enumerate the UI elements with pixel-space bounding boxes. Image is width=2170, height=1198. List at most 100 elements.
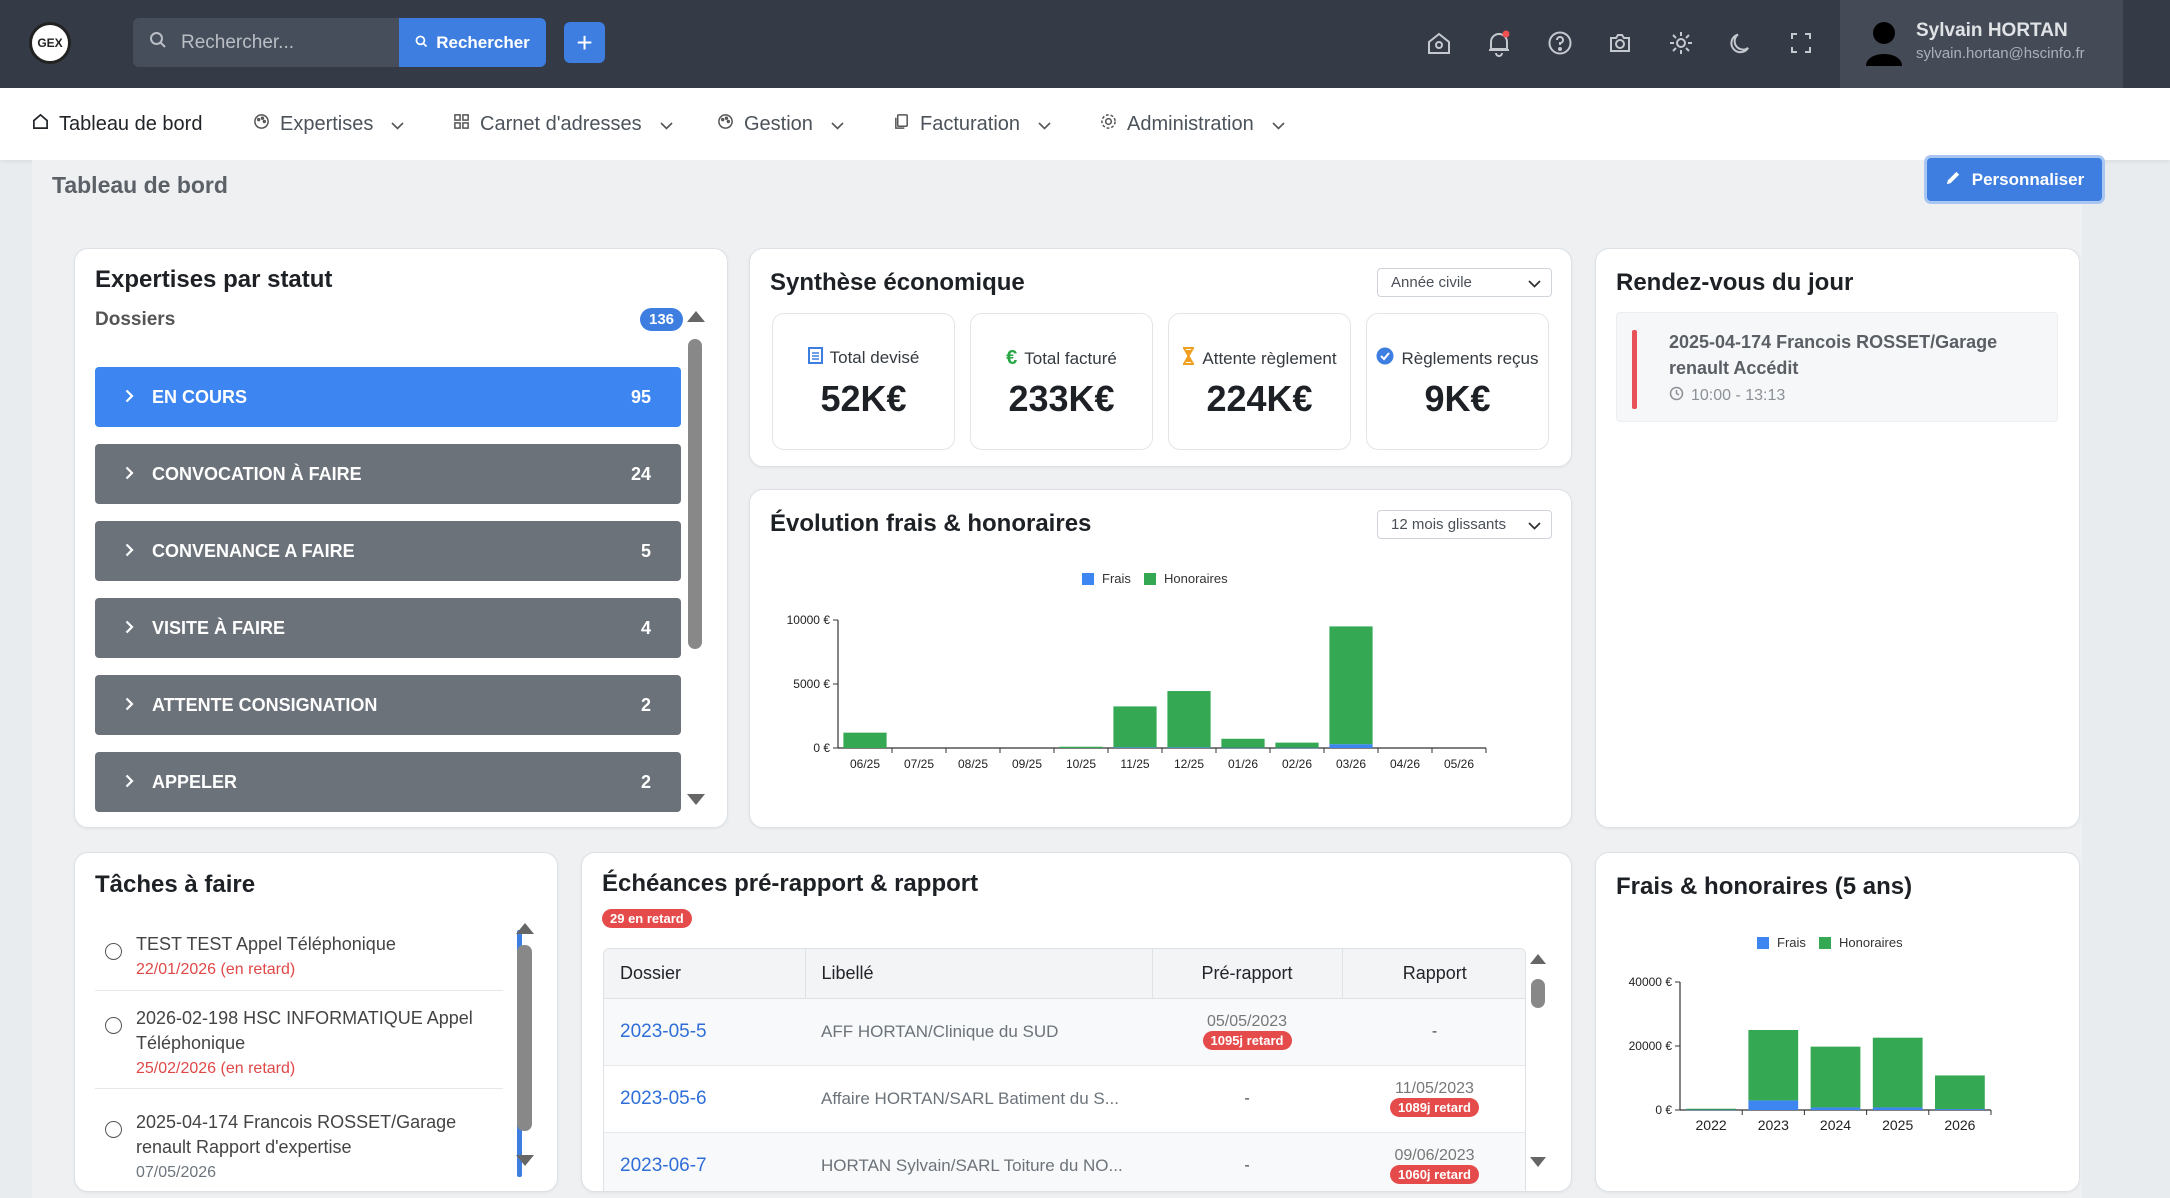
task-date: 07/05/2026 [136, 1164, 217, 1181]
dossier-link[interactable]: 2023-05-6 [620, 1087, 707, 1109]
scroll-up-icon[interactable] [687, 311, 705, 322]
x-tick-label: 12/25 [1174, 757, 1204, 771]
bar-honoraires [1872, 1037, 1923, 1108]
col-header[interactable]: Dossier [604, 949, 806, 998]
task-checkbox[interactable] [105, 1121, 122, 1138]
dossier-link[interactable]: 2023-05-5 [620, 1020, 707, 1042]
rdv-time-row: 10:00 - 13:13 [1669, 386, 1785, 406]
task-title: TEST TEST Appel Téléphonique [136, 934, 396, 954]
search-button-label: Rechercher [436, 32, 530, 52]
nav-tableau-de-bord[interactable]: Tableau de bord [32, 88, 202, 160]
taches-card: Tâches à faire TEST TEST Appel Téléphoni… [74, 852, 558, 1192]
nav-label: Facturation [920, 112, 1021, 135]
fullscreen-icon[interactable] [1782, 24, 1820, 62]
search-input[interactable] [181, 31, 391, 54]
help-icon[interactable] [1541, 24, 1579, 62]
scroll-up-icon[interactable] [516, 923, 534, 934]
chevron-down-icon [391, 113, 404, 136]
nav-facturation[interactable]: Facturation [893, 88, 1051, 160]
pre-date: - [1244, 1156, 1250, 1174]
task-item[interactable]: 2025-04-174 Francois ROSSET/Garage renau… [95, 1105, 522, 1185]
scroll-up-icon[interactable] [1530, 954, 1546, 964]
gear-icon [1100, 113, 1117, 136]
scroll-down-icon[interactable] [687, 794, 705, 805]
kpi-label: Total devisé [829, 348, 920, 367]
rdv-marker [1632, 330, 1637, 409]
search-button[interactable]: Rechercher [399, 18, 546, 67]
rap-badge: 1060j retard [1390, 1165, 1479, 1185]
evolution-chart: Frais Honoraires 10000 € 5000 € 0 € 06/25 07/2… [787, 571, 1487, 771]
kpi-value: 9K€ [1424, 378, 1491, 419]
task-item[interactable]: TEST TEST Appel Téléphonique 22/01/2026 (… [95, 927, 522, 991]
col-header[interactable]: Pré-rapport [1152, 949, 1343, 998]
pre-date: - [1244, 1089, 1250, 1107]
status-row-convenance[interactable]: CONVENANCE A FAIRE 5 [95, 521, 681, 581]
task-date: 22/01/2026 (en retard) [136, 961, 296, 978]
x-tick-label: 02/26 [1282, 757, 1312, 771]
bar-honoraires [1113, 706, 1157, 748]
rap-date: 11/05/2023 [1395, 1080, 1474, 1097]
bar-honoraires [1059, 746, 1103, 748]
app-logo[interactable]: GEX [29, 22, 71, 64]
status-row-en-cours[interactable]: EN COURS 95 [95, 367, 681, 427]
status-row-visite[interactable]: VISITE À FAIRE 4 [95, 598, 681, 658]
period-select[interactable]: Année civile [1377, 268, 1552, 297]
camera-icon[interactable] [1601, 24, 1639, 62]
copy-icon [893, 113, 910, 136]
table-row[interactable]: 2023-05-6 Affaire HORTAN/SARL Batiment d… [604, 1065, 1525, 1132]
bar-frais [1872, 1107, 1923, 1110]
nav-gestion[interactable]: Gestion [717, 88, 844, 160]
customize-button[interactable]: Personnaliser [1927, 158, 2102, 201]
kpi-total-facture: € Total facturé 233K€ [970, 313, 1153, 450]
task-checkbox[interactable] [105, 943, 122, 960]
user-email: sylvain.hortan@hscinfo.fr [1916, 45, 2085, 62]
user-menu[interactable]: Sylvain HORTAN sylvain.hortan@hscinfo.fr [1840, 0, 2123, 88]
legend-label: Honoraires [1164, 571, 1228, 586]
document-icon [807, 347, 823, 369]
legend-label: Frais [1777, 935, 1806, 950]
nav-expertises[interactable]: Expertises [253, 88, 404, 160]
card-title: Échéances pré-rapport & rapport [602, 870, 979, 897]
status-label: CONVOCATION À FAIRE [152, 463, 362, 484]
libelle-cell: HORTAN Sylvain/SARL Toiture du NO... [821, 1155, 1123, 1175]
status-row-appeler[interactable]: APPELER 2 [95, 752, 681, 812]
nav-carnet-adresses[interactable]: Carnet d'adresses [453, 88, 673, 160]
task-checkbox[interactable] [105, 1017, 122, 1034]
rap-badge: 1089j retard [1390, 1098, 1479, 1117]
col-header[interactable]: Libellé [805, 949, 1153, 998]
status-row-convocation[interactable]: CONVOCATION À FAIRE 24 [95, 444, 681, 504]
scrollbar-thumb[interactable] [1531, 979, 1545, 1008]
bar-honoraires [1935, 1075, 1985, 1110]
libelle-cell: Affaire HORTAN/SARL Batiment du S... [821, 1088, 1119, 1108]
y-tick-label: 40000 € [1629, 975, 1673, 989]
scroll-down-icon[interactable] [1530, 1157, 1546, 1167]
add-button[interactable]: + [564, 22, 605, 63]
chevron-right-icon [125, 464, 134, 485]
scroll-down-icon[interactable] [516, 1155, 534, 1166]
kpi-value: 224K€ [1206, 378, 1313, 419]
moon-icon[interactable] [1722, 24, 1760, 62]
legend-label: Honoraires [1839, 935, 1903, 950]
home-icon[interactable] [1420, 24, 1458, 62]
card-title: Évolution frais & honoraires [770, 510, 1092, 537]
x-tick-label: 07/25 [904, 757, 934, 771]
scrollbar-thumb[interactable] [517, 945, 532, 1131]
bell-icon[interactable] [1480, 24, 1518, 62]
logo-text: GEX [37, 36, 63, 50]
bar-honoraires [1275, 742, 1319, 748]
table-row[interactable]: 2023-05-5 AFF HORTAN/Clinique du SUD 05/… [604, 998, 1525, 1065]
nav-administration[interactable]: Administration [1100, 88, 1285, 160]
scrollbar-thumb[interactable] [688, 339, 702, 649]
col-header[interactable]: Rapport [1402, 962, 1467, 983]
page-title: Tableau de bord [52, 172, 228, 198]
status-label: APPELER [152, 771, 238, 792]
period-select-value: 12 mois glissants [1391, 516, 1507, 533]
gear-icon[interactable] [1662, 24, 1700, 62]
dossier-link[interactable]: 2023-06-7 [620, 1154, 707, 1176]
task-item[interactable]: 2026-02-198 HSC INFORMATIQUE Appel Télép… [95, 1001, 522, 1089]
rdv-item[interactable]: 2025-04-174 Francois ROSSET/Garage renau… [1616, 312, 2058, 422]
x-tick-label: 09/25 [1012, 757, 1042, 771]
status-row-attente-consignation[interactable]: ATTENTE CONSIGNATION 2 [95, 675, 681, 735]
table-row[interactable]: 2023-06-7 HORTAN Sylvain/SARL Toiture du… [604, 1132, 1525, 1191]
period-select[interactable]: 12 mois glissants [1377, 510, 1552, 539]
